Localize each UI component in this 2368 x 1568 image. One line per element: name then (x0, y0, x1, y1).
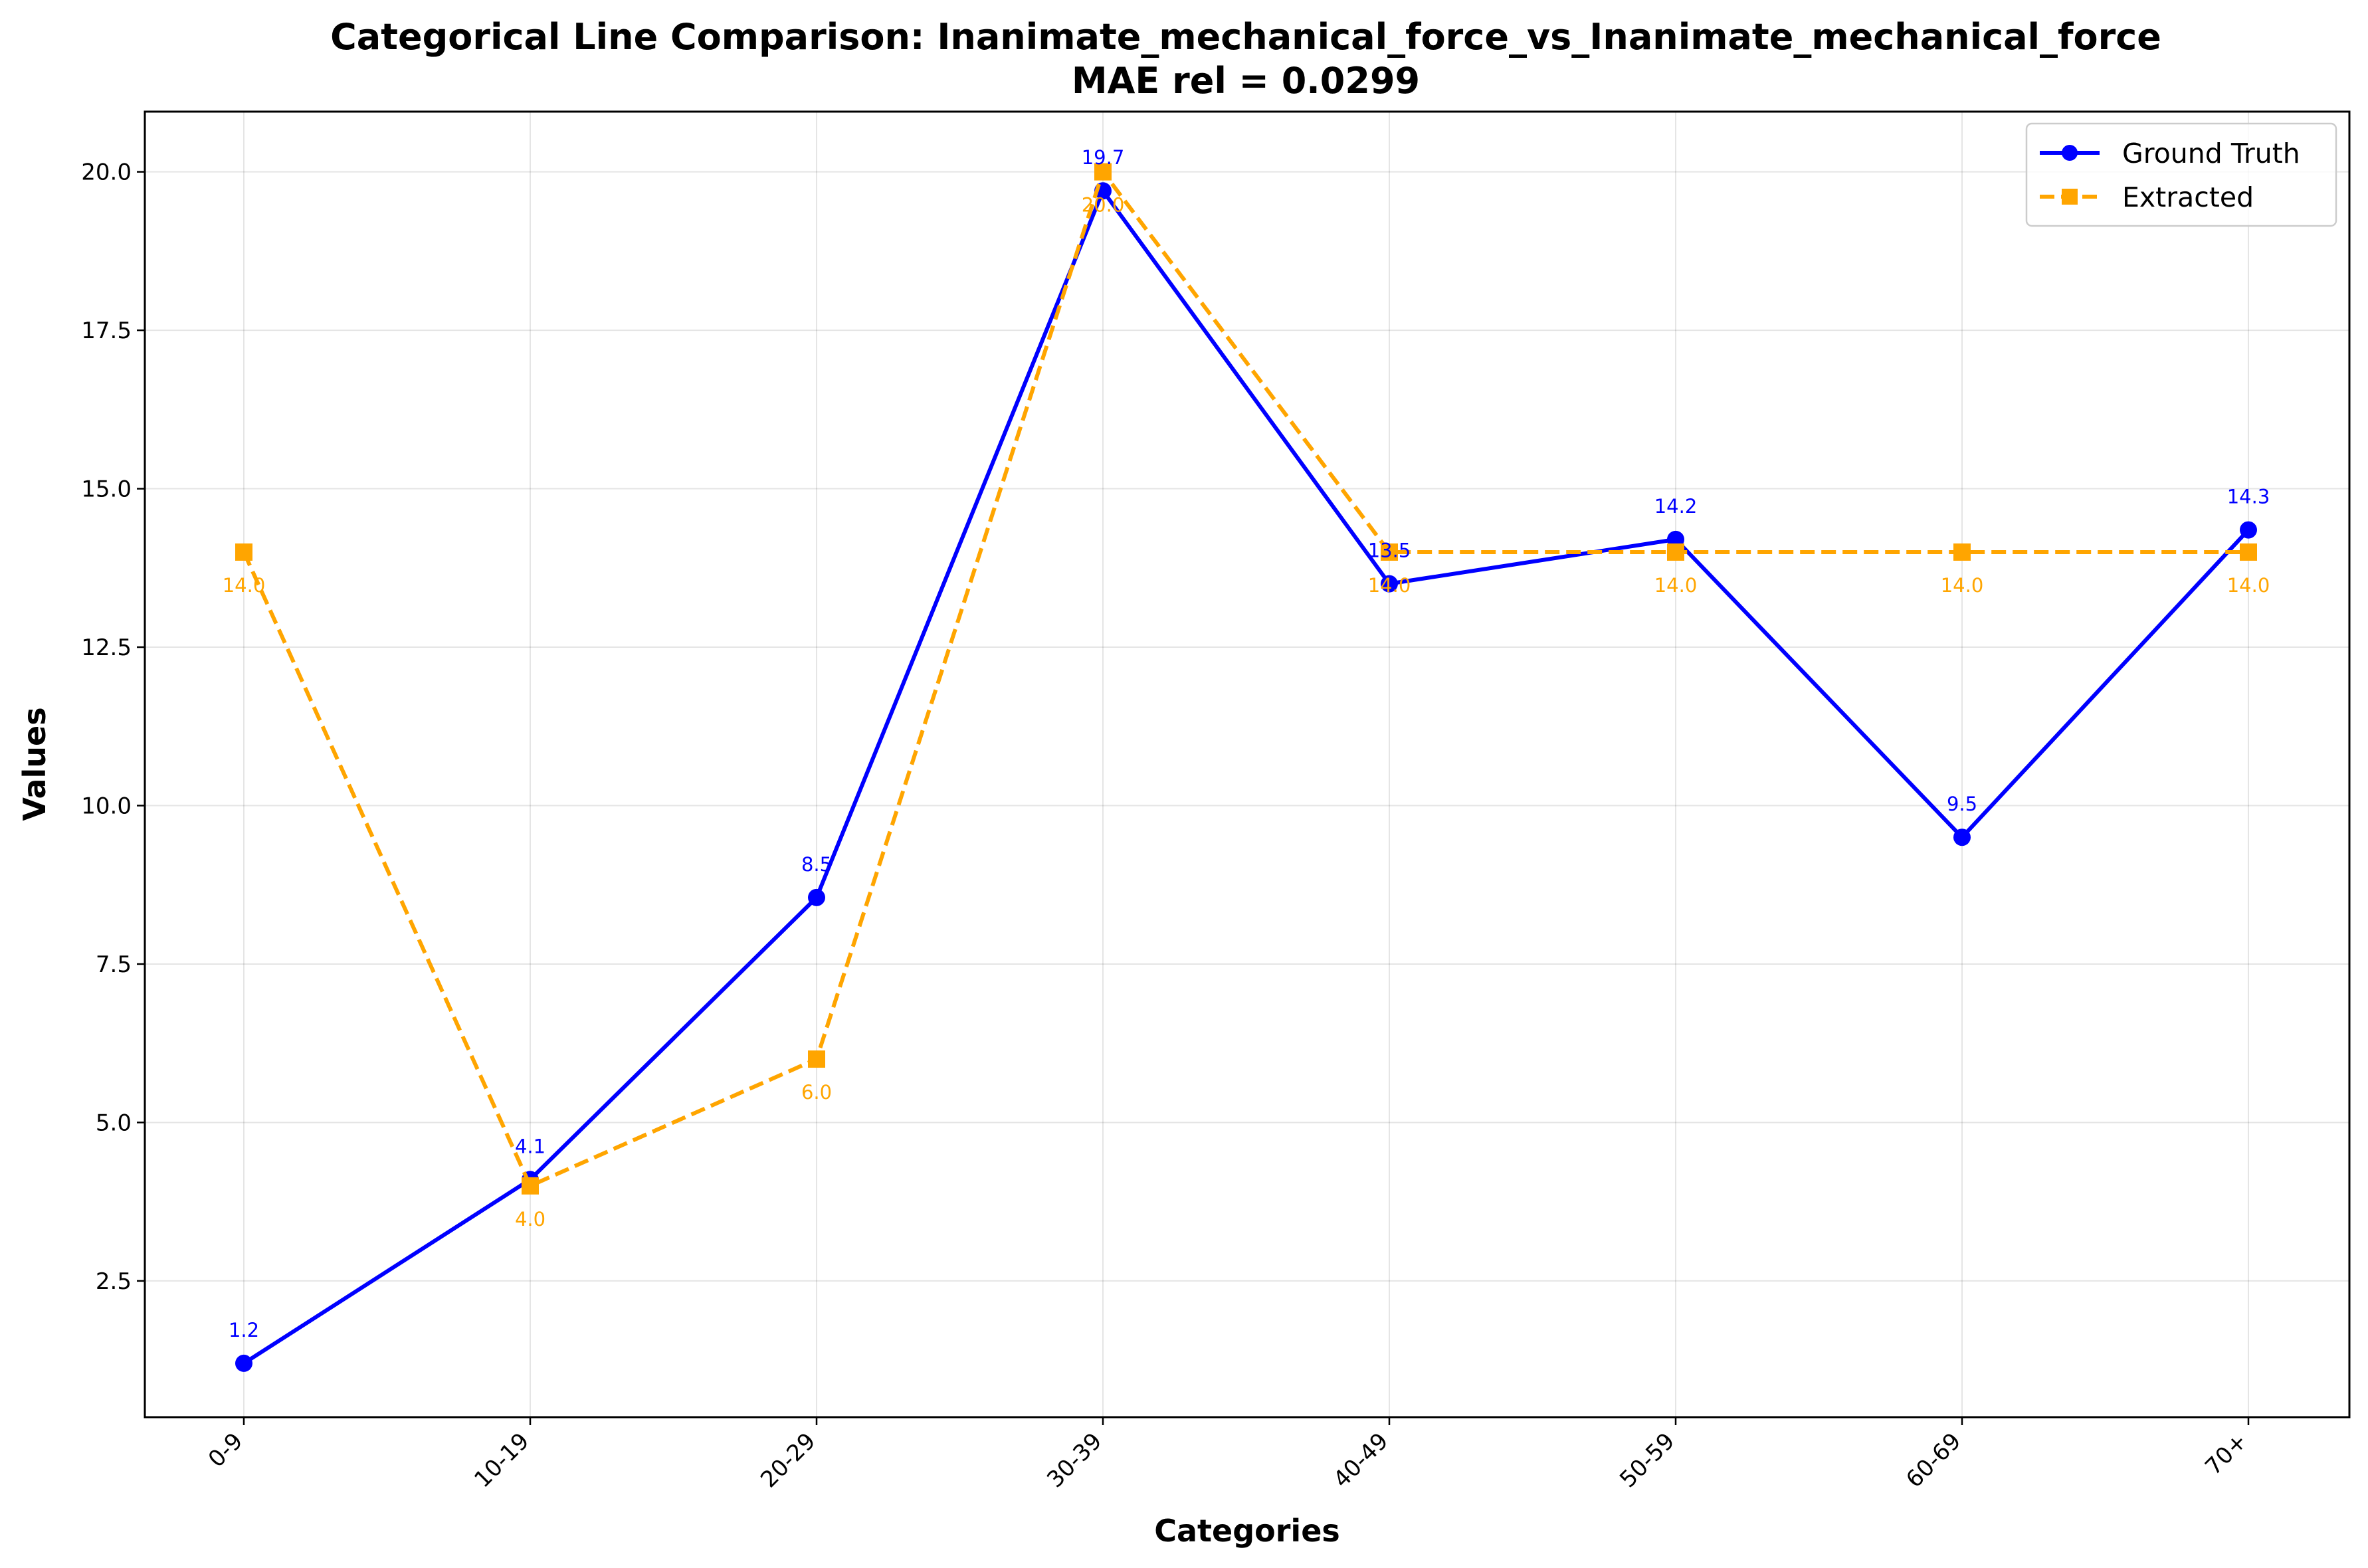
data-label-ground-truth: 14.2 (1654, 495, 1698, 518)
plot-series (235, 163, 2257, 1372)
y-tick-label: 20.0 (81, 159, 132, 186)
data-point-ground-truth (235, 1354, 252, 1372)
data-point-ground-truth (1381, 575, 1398, 593)
data-label-ground-truth: 14.3 (2227, 486, 2270, 508)
legend-marker-ground-truth (2062, 145, 2078, 161)
data-label-ground-truth: 4.1 (515, 1135, 545, 1157)
data-label-extracted: 14.0 (223, 574, 266, 597)
data-label-ground-truth: 9.5 (1947, 793, 1977, 815)
y-tick-label: 2.5 (96, 1268, 132, 1295)
data-point-extracted (1953, 543, 1971, 561)
y-tick-label: 5.0 (96, 1110, 132, 1136)
data-labels: 1.2 4.1 8.5 19.7 13.5 14.2 9.5 14.3 14.0 4.0 6.0 20… (223, 146, 2270, 1341)
y-tick-label: 10.0 (81, 793, 132, 820)
data-label-extracted: 14.0 (2227, 574, 2270, 597)
data-label-extracted: 14.0 (1654, 574, 1698, 597)
data-label-extracted: 20.0 (1082, 194, 1125, 217)
y-axis-label: Values (17, 707, 52, 821)
data-label-ground-truth: 19.7 (1082, 146, 1125, 169)
data-point-extracted (1667, 543, 1684, 561)
grid (145, 112, 2349, 1417)
series-line-extracted (242, 169, 2248, 1188)
data-label-extracted: 14.0 (1368, 574, 1411, 597)
data-point-ground-truth (808, 888, 825, 906)
data-point-extracted (2240, 543, 2257, 561)
y-tick-label: 12.5 (81, 635, 132, 661)
data-point-extracted (1094, 163, 1112, 181)
legend-marker-extracted (2062, 189, 2078, 205)
chart-title: Categorical Line Comparison: Inanimate_m… (330, 16, 2161, 58)
data-label-extracted: 6.0 (801, 1081, 832, 1104)
data-label-ground-truth: 8.5 (801, 853, 832, 876)
data-label-extracted: 14.0 (1941, 574, 1984, 597)
data-label-extracted: 4.0 (515, 1208, 545, 1230)
data-point-ground-truth (1953, 829, 1971, 846)
legend-label-extracted: Extracted (2122, 181, 2254, 213)
data-point-ground-truth (2240, 521, 2257, 539)
y-tick-label: 17.5 (81, 318, 132, 344)
chart-subtitle: MAE rel = 0.0299 (1072, 60, 1420, 102)
legend-label-ground-truth: Ground Truth (2122, 138, 2300, 169)
data-label-ground-truth: 13.5 (1368, 539, 1411, 562)
x-axis-label: Categories (1154, 1513, 1340, 1549)
plot-frame (144, 110, 2351, 1419)
y-tick-label: 7.5 (96, 951, 132, 978)
legend-box (2025, 122, 2337, 227)
y-tick-label: 15.0 (81, 476, 132, 503)
y-axis-ticks: 2.5 5.0 7.5 10.0 12.5 15.0 17.5 20.0 (81, 159, 145, 1295)
series-line-ground-truth (243, 189, 2250, 1365)
data-point-extracted (808, 1050, 825, 1068)
data-label-ground-truth: 1.2 (229, 1319, 259, 1341)
data-point-extracted (235, 543, 252, 561)
legend: Ground Truth Extracted (2025, 122, 2337, 227)
data-point-extracted (522, 1177, 539, 1195)
data-point-extracted (1381, 543, 1398, 561)
